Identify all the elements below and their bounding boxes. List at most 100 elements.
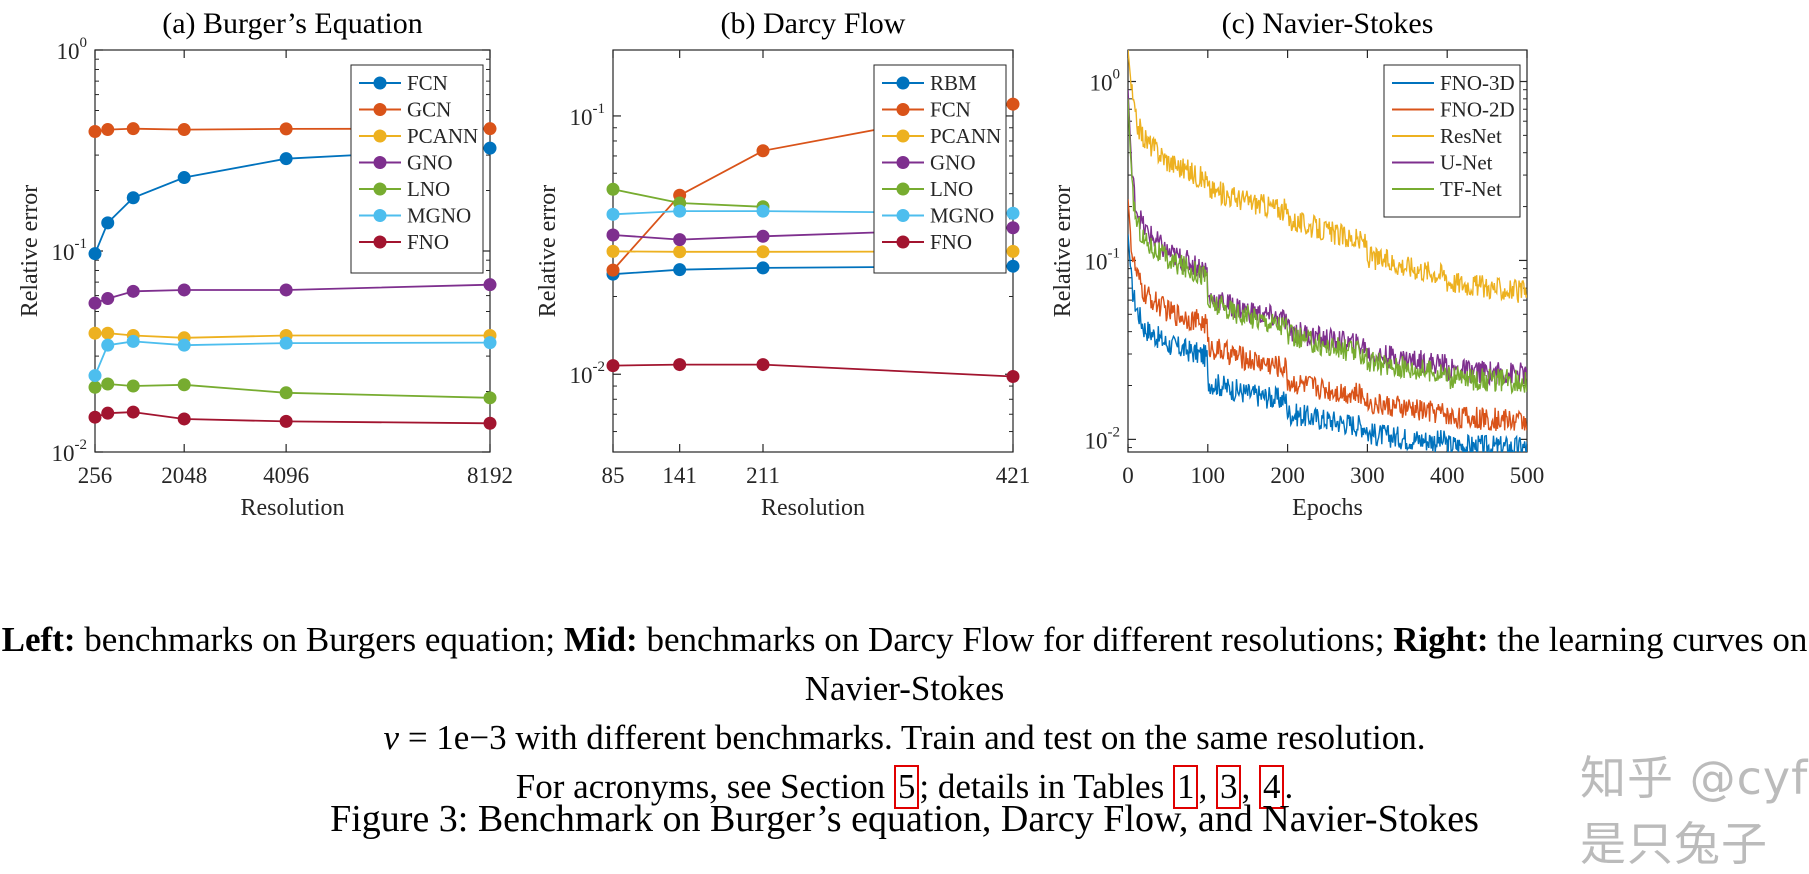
x-tick-label: 2048: [161, 463, 207, 488]
data-point: [673, 263, 686, 276]
data-point: [673, 233, 686, 246]
legend-marker: [374, 209, 387, 222]
data-point: [757, 261, 770, 274]
data-point: [178, 378, 191, 391]
data-point: [127, 379, 140, 392]
caption-left-label: Left:: [2, 620, 76, 659]
data-point: [127, 191, 140, 204]
legend-marker: [897, 156, 910, 169]
data-point: [484, 417, 497, 430]
data-point: [607, 228, 620, 241]
data-point: [484, 122, 497, 135]
series-lno: [607, 183, 770, 213]
data-point: [1007, 370, 1020, 383]
watermark: 知乎 @cyf是只兔子: [1580, 742, 1809, 874]
x-tick-label: 8192: [467, 463, 513, 488]
x-tick-label: 211: [746, 463, 780, 488]
data-point: [127, 122, 140, 135]
data-point: [280, 283, 293, 296]
data-point: [1007, 245, 1020, 258]
legend-label: MGNO: [930, 204, 994, 228]
data-point: [607, 208, 620, 221]
data-point: [757, 230, 770, 243]
data-point: [89, 327, 102, 340]
legend-label: GCN: [407, 98, 451, 122]
data-point: [673, 358, 686, 371]
x-tick-label: 85: [602, 463, 625, 488]
series-fno: [607, 358, 1020, 383]
data-point: [280, 415, 293, 428]
series-line: [95, 384, 490, 398]
data-point: [757, 144, 770, 157]
caption-mid-text: benchmarks on Darcy Flow for different r…: [638, 620, 1394, 659]
series-fno-2d: [1128, 199, 1527, 431]
data-point: [101, 123, 114, 136]
x-axis-label: Epochs: [1292, 495, 1363, 521]
x-tick-label: 4096: [263, 463, 309, 488]
legend-marker: [897, 183, 910, 196]
data-point: [757, 205, 770, 218]
caption-nu-symbol: ν: [384, 718, 400, 757]
series-line: [95, 341, 490, 375]
legend-label: FCN: [930, 98, 971, 122]
caption-line-1: Left: benchmarks on Burgers equation; Mi…: [0, 615, 1809, 713]
legend-label: LNO: [407, 177, 450, 201]
legend-label: MGNO: [407, 204, 471, 228]
x-tick-label: 0: [1122, 463, 1134, 488]
data-point: [101, 377, 114, 390]
series-pcann: [89, 327, 497, 345]
legend-label: PCANN: [930, 124, 1001, 148]
caption-line-2: ν = 1e−3 with different benchmarks. Trai…: [0, 713, 1809, 762]
data-point: [673, 245, 686, 258]
legend-marker: [374, 103, 387, 116]
legend-label: GNO: [930, 151, 976, 175]
data-point: [673, 205, 686, 218]
y-tick-label: 10-1: [1085, 245, 1121, 274]
data-point: [101, 339, 114, 352]
legend-label: U-Net: [1440, 151, 1493, 175]
x-tick-label: 141: [662, 463, 697, 488]
caption-right-label: Right:: [1393, 620, 1488, 659]
data-point: [178, 123, 191, 136]
data-point: [607, 183, 620, 196]
legend-label: FNO-3D: [1440, 71, 1515, 95]
figure-caption: Left: benchmarks on Burgers equation; Mi…: [0, 615, 1809, 811]
data-point: [89, 411, 102, 424]
x-axis-label: Resolution: [761, 495, 865, 521]
data-point: [89, 381, 102, 394]
data-point: [484, 336, 497, 349]
legend-marker: [897, 130, 910, 143]
chart-title: (a) Burger’s Equation: [162, 7, 423, 40]
data-point: [89, 369, 102, 382]
data-point: [607, 245, 620, 258]
legend-marker: [374, 236, 387, 249]
legend-label: FNO: [930, 230, 972, 254]
legend-label: ResNet: [1440, 124, 1502, 148]
y-axis-label: Relative error: [1050, 185, 1076, 318]
legend-marker: [897, 209, 910, 222]
data-point: [101, 292, 114, 305]
data-point: [484, 142, 497, 155]
x-tick-label: 200: [1270, 463, 1305, 488]
series-line: [1128, 199, 1527, 431]
series-line: [95, 285, 490, 304]
legend-label: FNO-2D: [1440, 98, 1515, 122]
data-point: [757, 358, 770, 371]
data-point: [101, 407, 114, 420]
y-tick-label: 10-1: [52, 236, 88, 265]
x-tick-label: 100: [1191, 463, 1226, 488]
y-tick-label: 10-2: [52, 437, 88, 466]
data-point: [280, 386, 293, 399]
caption-nu-value: = 1e−3: [399, 718, 507, 757]
legend-label: TF-Net: [1440, 177, 1502, 201]
chart-title: (c) Navier-Stokes: [1222, 7, 1434, 40]
data-point: [89, 247, 102, 260]
data-point: [127, 406, 140, 419]
data-point: [607, 264, 620, 277]
